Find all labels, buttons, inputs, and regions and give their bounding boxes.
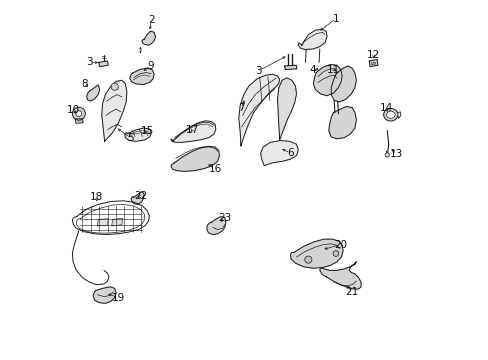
Text: 10: 10 [66,105,80,115]
Polygon shape [284,65,296,69]
Text: 11: 11 [326,64,339,75]
Polygon shape [86,85,100,101]
Circle shape [76,111,81,117]
Text: 2: 2 [148,15,154,26]
Ellipse shape [386,111,394,118]
Polygon shape [142,31,155,45]
Text: 19: 19 [111,293,124,303]
Polygon shape [171,121,215,142]
Text: 8: 8 [81,79,88,89]
Text: 21: 21 [345,287,358,297]
Polygon shape [313,64,341,96]
Text: 6: 6 [286,148,293,158]
Polygon shape [112,219,122,226]
Text: 15: 15 [141,126,154,135]
Polygon shape [298,30,326,49]
Text: 13: 13 [389,149,403,159]
Polygon shape [277,78,296,140]
Polygon shape [238,74,279,146]
Circle shape [72,107,85,120]
Polygon shape [171,146,219,171]
Polygon shape [290,239,343,268]
Polygon shape [131,192,144,204]
Text: 12: 12 [366,50,380,60]
Polygon shape [124,128,151,141]
Text: 7: 7 [238,103,244,113]
Text: 1: 1 [332,14,339,24]
Polygon shape [206,217,225,234]
Text: 16: 16 [208,164,221,174]
Text: 4: 4 [309,64,315,75]
Text: 18: 18 [90,192,103,202]
Polygon shape [97,219,108,226]
Polygon shape [260,140,298,166]
Text: 20: 20 [333,239,346,249]
Polygon shape [75,118,83,123]
Text: 9: 9 [147,61,154,71]
Polygon shape [72,201,149,234]
Text: 22: 22 [134,191,147,201]
Polygon shape [102,80,126,141]
Polygon shape [368,59,377,67]
Polygon shape [129,68,154,85]
Circle shape [384,153,388,157]
Circle shape [332,251,338,256]
Polygon shape [93,287,116,303]
Text: 23: 23 [218,213,231,222]
Text: 17: 17 [185,125,199,135]
Text: 5: 5 [127,133,134,143]
Polygon shape [319,262,360,289]
Polygon shape [330,66,356,102]
Polygon shape [99,61,108,67]
Circle shape [304,256,311,263]
Text: 3: 3 [255,66,262,76]
Ellipse shape [383,108,397,121]
Circle shape [111,83,118,90]
Polygon shape [328,107,356,139]
Text: 3: 3 [86,57,93,67]
Text: 14: 14 [379,103,392,113]
